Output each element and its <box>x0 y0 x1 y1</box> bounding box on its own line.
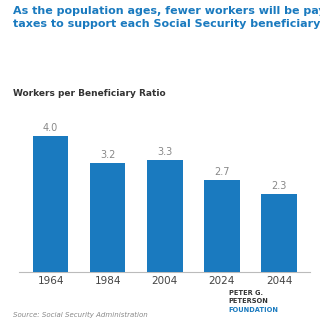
Bar <box>147 160 182 272</box>
Text: 3.2: 3.2 <box>100 150 116 160</box>
Text: PETER G.: PETER G. <box>229 290 263 296</box>
Text: Workers per Beneficiary Ratio: Workers per Beneficiary Ratio <box>13 89 165 98</box>
Bar <box>204 180 240 272</box>
Text: Source: Social Security Administration: Source: Social Security Administration <box>13 312 148 318</box>
Bar <box>261 194 297 272</box>
Text: As the population ages, fewer workers will be paying
taxes to support each Socia: As the population ages, fewer workers wi… <box>13 6 320 29</box>
Text: 2.3: 2.3 <box>271 181 287 191</box>
Text: FOUNDATION: FOUNDATION <box>229 307 279 313</box>
Bar <box>90 163 125 272</box>
Text: 2.7: 2.7 <box>214 167 230 177</box>
Text: PETERSON: PETERSON <box>229 299 269 304</box>
Bar <box>33 136 68 272</box>
Text: 3.3: 3.3 <box>157 147 172 157</box>
Text: 4.0: 4.0 <box>43 123 58 133</box>
